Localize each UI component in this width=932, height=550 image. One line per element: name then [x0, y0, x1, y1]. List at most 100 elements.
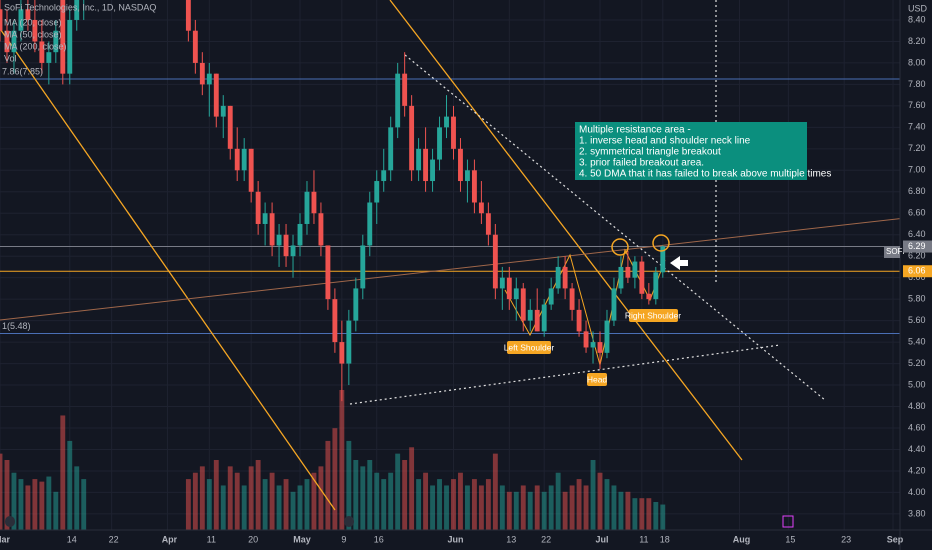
- dotted-line: [404, 54, 826, 401]
- volume-bar: [304, 479, 310, 530]
- price-tag-text: 6.29: [908, 241, 926, 251]
- candle-body: [262, 213, 268, 224]
- candle-body: [248, 148, 254, 192]
- annotation-line: 3. prior failed breakout area.: [579, 158, 704, 169]
- volume-bar: [269, 472, 275, 530]
- volume-bar: [220, 485, 226, 530]
- x-tick-label: Jul: [595, 534, 608, 544]
- volume-bar: [74, 466, 80, 530]
- candle-body: [220, 105, 226, 117]
- candle-body: [611, 288, 617, 321]
- candle-body: [632, 261, 638, 278]
- x-tick-label: Sep: [887, 534, 904, 544]
- pattern-label-box: [629, 309, 678, 322]
- y-tick-label: 6.60: [908, 208, 926, 218]
- price-tag: [903, 240, 932, 253]
- candle-body: [360, 245, 366, 289]
- y-tick-label: 8.20: [908, 36, 926, 46]
- volume-bar: [646, 498, 652, 530]
- volume-bar: [430, 485, 435, 530]
- x-tick-label: Apr: [162, 534, 178, 544]
- candle-body: [423, 148, 429, 182]
- candle-body: [416, 148, 422, 171]
- dotted-line: [349, 344, 781, 405]
- currency: USD: [908, 3, 928, 13]
- volume-bar: [492, 453, 498, 530]
- volume-bar: [297, 485, 303, 530]
- y-tick-label: 6.40: [908, 229, 926, 239]
- candle-body: [513, 288, 519, 300]
- candle-body: [499, 277, 505, 289]
- y-tick-label: 5.80: [908, 294, 926, 304]
- y-tick-label: 8.00: [908, 57, 926, 67]
- candle-body: [430, 159, 435, 182]
- candle-body: [213, 73, 219, 117]
- candle-body: [311, 191, 317, 214]
- candle-body: [409, 105, 415, 171]
- x-tick-label: 9: [341, 534, 346, 544]
- volume-bar: [248, 466, 254, 530]
- volume-bar: [283, 479, 289, 530]
- x-tick-label: 15: [785, 534, 795, 544]
- annotation-line: 4. 50 DMA that it has failed to break ab…: [579, 169, 831, 180]
- y-tick-label: 4.40: [908, 444, 926, 454]
- volume-bar: [11, 472, 17, 530]
- volume-bar: [206, 479, 212, 530]
- volume-bar: [416, 479, 422, 530]
- x-tick-label: 13: [506, 534, 516, 544]
- y-tick-label: 7.40: [908, 122, 926, 132]
- volume-bar: [276, 485, 282, 530]
- candle-body: [590, 342, 596, 348]
- volume-bar: [4, 460, 10, 530]
- annotation-box: [575, 122, 807, 180]
- volume-bar: [520, 485, 526, 530]
- volume-bar: [255, 460, 261, 530]
- volume-bar: [227, 466, 233, 530]
- candle-body: [492, 234, 498, 289]
- y-tick-label: 4.20: [908, 465, 926, 475]
- x-tick-label: Jun: [447, 534, 463, 544]
- candle-body: [0, 9, 3, 31]
- y-tick-label: 7.80: [908, 79, 926, 89]
- volume-bar: [346, 440, 352, 530]
- volume-bar: [583, 485, 589, 530]
- volume-bar: [639, 498, 645, 530]
- volume-bar: [506, 491, 512, 530]
- candle-body: [555, 266, 561, 289]
- candle-body: [74, 0, 80, 20]
- candle-body: [325, 245, 331, 300]
- volume-bar: [374, 472, 380, 530]
- candle-body: [67, 19, 73, 74]
- candle-body: [234, 148, 240, 171]
- trend-line: [0, 218, 900, 321]
- volume-bar: [611, 485, 617, 530]
- y-tick-label: 5.20: [908, 358, 926, 368]
- candle-body: [25, 9, 31, 20]
- volume-bar: [541, 491, 547, 530]
- volume-bar: [618, 491, 624, 530]
- volume-bar: [213, 460, 219, 530]
- volume-bar: [597, 472, 603, 530]
- candle-body: [269, 213, 275, 246]
- pattern-label: Left Shoulder: [504, 342, 555, 352]
- arrow: [670, 256, 688, 270]
- y-tick-label: 4.80: [908, 401, 926, 411]
- candle-body: [388, 127, 394, 171]
- volume-bar: [311, 472, 317, 530]
- volume-bar: [81, 479, 87, 530]
- event-icon: [5, 516, 15, 527]
- earnings-icon: [782, 515, 794, 528]
- candles: [0, 0, 666, 402]
- candle-body: [304, 191, 310, 224]
- x-tick-label: 22: [109, 534, 119, 544]
- candle-body: [374, 181, 380, 203]
- candle-body: [402, 73, 408, 106]
- candle-body: [18, 9, 24, 31]
- candle-body: [451, 116, 456, 149]
- volume-bar: [325, 440, 331, 530]
- volume-bar: [534, 485, 540, 530]
- candle-body: [339, 342, 345, 364]
- x-tick-label: 23: [841, 534, 851, 544]
- volume-bar: [569, 485, 575, 530]
- candle-body: [276, 234, 282, 246]
